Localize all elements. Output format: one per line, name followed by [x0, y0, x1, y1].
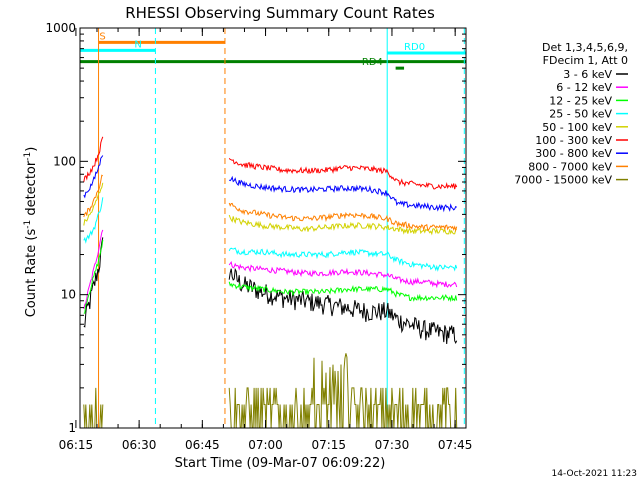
legend-entry: 100 - 300 keV [535, 134, 612, 147]
series-line [228, 261, 458, 289]
y-tick-label: 1000 [45, 21, 76, 35]
legend-header: FDecim 1, Att 0 [543, 54, 628, 67]
series-line [228, 267, 458, 345]
legend-header: Det 1,3,4,5,6,9, [542, 41, 628, 54]
legend-entry: 800 - 7000 keV [528, 160, 612, 173]
series-line [228, 353, 458, 429]
footer-date: 14-Oct-2021 11:23 [552, 469, 637, 479]
series-lines [83, 136, 458, 429]
series-line [83, 229, 104, 310]
chart-title: RHESSI Observing Summary Count Rates [125, 4, 435, 22]
series-line [83, 239, 104, 314]
series-line [83, 197, 104, 244]
legend-entry: 7000 - 15000 keV [514, 174, 612, 187]
series-line [228, 175, 457, 213]
x-tick-label: 06:15 [59, 438, 94, 452]
legend-entry: 12 - 25 keV [549, 94, 612, 107]
series-line [83, 136, 104, 183]
y-tick-label: 100 [53, 154, 76, 168]
legend-entry: 3 - 6 keV [563, 68, 612, 81]
y-axis: 1 10 100 1000 [45, 21, 466, 435]
y-axis-label-mid: detector [24, 160, 39, 220]
y-axis-label-sup: -1 [23, 220, 33, 229]
series-line [228, 157, 458, 190]
series-line [228, 202, 458, 233]
series-line [83, 182, 104, 226]
series-line [83, 237, 104, 328]
series-line [83, 174, 104, 218]
flag-label: N [134, 39, 141, 50]
series-line [228, 214, 457, 236]
y-axis-label-suffix: ) [24, 147, 39, 152]
x-tick-label: 06:30 [122, 438, 157, 452]
x-tick-label: 07:45 [438, 438, 473, 452]
x-tick-label: 06:45 [185, 438, 220, 452]
y-tick-label: 10 [61, 288, 76, 302]
x-tick-label: 07:15 [311, 438, 346, 452]
legend-entry: 25 - 50 keV [549, 108, 612, 121]
flag-label: RD0 [404, 42, 425, 53]
legend-entry: 300 - 800 keV [535, 147, 612, 160]
x-tick-label: 07:30 [375, 438, 410, 452]
y-axis-label-sup2: -1 [23, 152, 33, 161]
series-line [83, 387, 104, 429]
plot-frame [79, 27, 467, 429]
y-tick-label: 1 [68, 421, 76, 435]
legend-entry: 6 - 12 keV [556, 81, 612, 94]
y-axis-label: Count Rate (s-1 detector-1) [23, 147, 39, 318]
x-axis-label: Start Time (09-Mar-07 06:09:22) [175, 456, 386, 471]
orbit-flags: SNRD0RD4 [80, 31, 466, 70]
legend-entry: 50 - 100 keV [542, 121, 612, 134]
series-line [83, 155, 104, 199]
x-axis: 06:15 06:30 06:45 07:00 07:15 07:30 07:45 [59, 28, 473, 452]
series-line [228, 247, 458, 272]
y-axis-label-prefix: Count Rate (s [24, 229, 39, 318]
x-tick-label: 07:00 [248, 438, 283, 452]
event-markers [98, 28, 465, 428]
series-line [228, 281, 458, 303]
legend: Det 1,3,4,5,6,9,FDecim 1, Att 03 - 6 keV… [514, 41, 628, 187]
flag-label: S [99, 31, 105, 42]
